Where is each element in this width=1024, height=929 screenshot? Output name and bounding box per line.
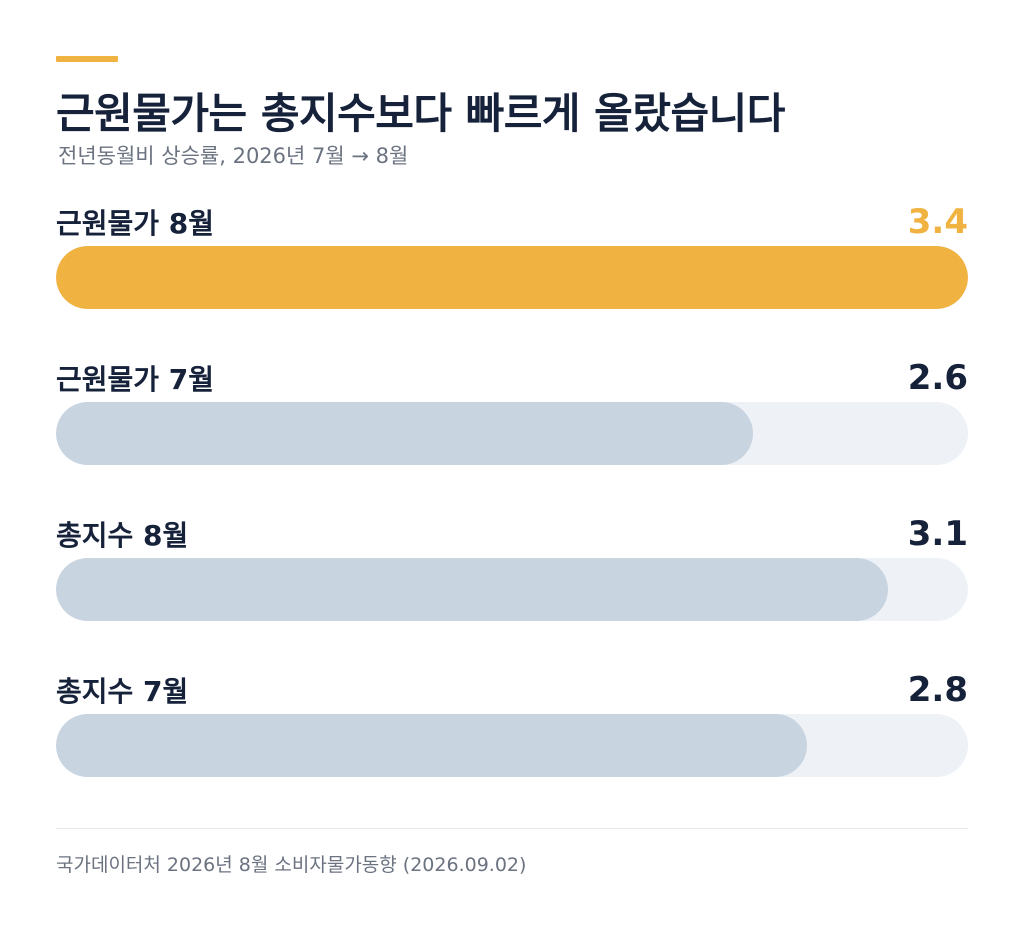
bar (56, 246, 968, 309)
bar-value-label: 2.8 (907, 670, 968, 710)
bar-track (56, 402, 968, 465)
bar (56, 402, 754, 465)
source-note: 국가데이터처 2026년 8월 소비자물가동향 (2026.09.02) (56, 854, 527, 876)
bar-chart: 근원물가 8월 3.4 근원물가 7월 2.6 총지수 8월 3.1 총지수 7월 2.8 (56, 196, 968, 820)
footer-divider (56, 828, 968, 829)
page-title: 근원물가는 총지수보다 빠르게 올랐습니다 (56, 89, 785, 138)
bar-value-label: 3.1 (907, 514, 968, 554)
bar-label: 총지수 7월 (56, 675, 189, 708)
bar-track (56, 714, 968, 777)
page-subtitle: 전년동월비 상승률, 2026년 7월 → 8월 (58, 144, 409, 168)
bar-value-label: 3.4 (907, 202, 968, 242)
bar-value-label: 2.6 (907, 358, 968, 398)
bar-track (56, 246, 968, 309)
bar-row: 총지수 7월 2.8 (56, 664, 968, 820)
title-accent-bar (56, 56, 118, 62)
bar (56, 714, 808, 777)
bar-row: 근원물가 7월 2.6 (56, 352, 968, 508)
bar (56, 558, 888, 621)
bar-track (56, 558, 968, 621)
bar-label: 총지수 8월 (56, 519, 189, 552)
bar-row: 근원물가 8월 3.4 (56, 196, 968, 352)
bar-row: 총지수 8월 3.1 (56, 508, 968, 664)
bar-label: 근원물가 7월 (56, 363, 215, 396)
bar-label: 근원물가 8월 (56, 207, 215, 240)
